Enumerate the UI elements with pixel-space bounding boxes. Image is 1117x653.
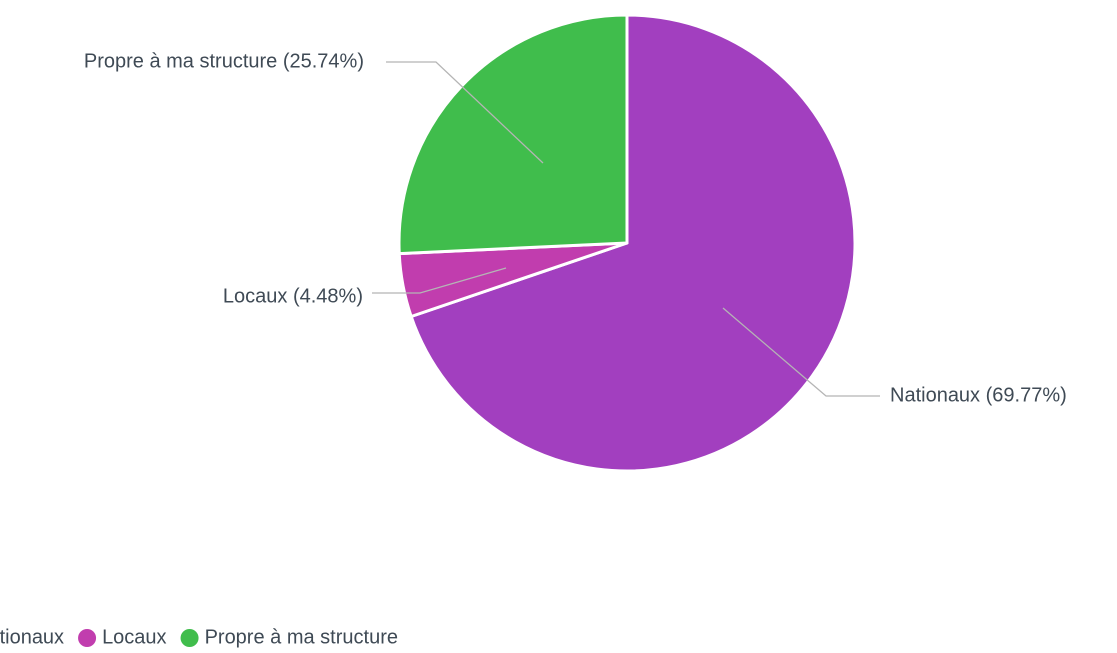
leader-line <box>386 61 544 164</box>
legend-item[interactable]: Nationaux <box>0 626 64 648</box>
legend-label: Locaux <box>102 626 167 648</box>
legend-label: Nationaux <box>0 626 64 648</box>
legend-marker <box>78 629 97 647</box>
slice-label: Nationaux (69.77%) <box>890 384 1067 406</box>
legend-marker <box>180 629 199 647</box>
leader-line <box>372 267 507 294</box>
slice-label: Locaux (4.48%) <box>223 285 363 307</box>
slice-labels: Nationaux (69.77%) Locaux (4.48%) Propre à… <box>84 50 1067 406</box>
leader-line <box>722 307 880 397</box>
pie-slice-nationaux[interactable] <box>409 13 857 473</box>
slice-label: Propre à ma structure (25.74%) <box>84 50 364 72</box>
legend: Nationaux Locaux Propre à ma structure <box>0 626 398 648</box>
pie-slices <box>397 13 857 473</box>
leader-lines <box>372 61 880 397</box>
legend-label: Propre à ma structure <box>205 626 398 648</box>
legend-item[interactable]: Propre à ma structure <box>180 626 398 648</box>
legend-item[interactable]: Locaux <box>78 626 167 648</box>
